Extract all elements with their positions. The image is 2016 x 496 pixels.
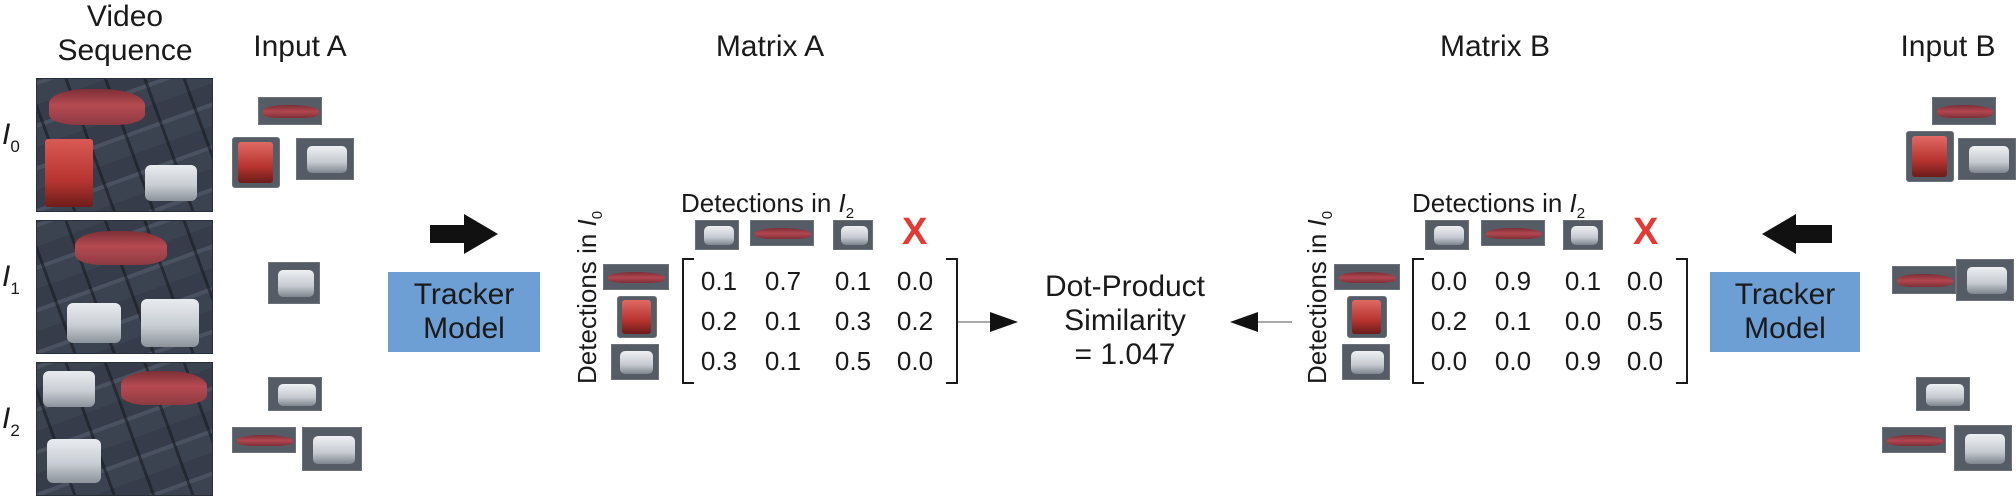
matrix-a-row-crop — [617, 296, 657, 338]
matrix-a: 0.1 0.7 0.1 0.0 0.2 0.1 0.3 0.2 0.3 0.1 … — [682, 258, 958, 384]
matrix-cell: 0.9 — [1478, 262, 1548, 300]
matrix-cell: 0.9 — [1548, 342, 1618, 380]
matrix-a-row-crop — [603, 264, 669, 290]
matrix-cell: 0.1 — [1478, 302, 1548, 340]
matrix-b-col-crop — [1425, 220, 1469, 250]
matrix-a-col-crop — [695, 220, 739, 250]
matrix-cell: 0.0 — [880, 342, 950, 380]
matrix-b-col-crop — [1481, 220, 1545, 246]
similarity-result: Dot-Product Similarity = 1.047 — [1020, 270, 1230, 372]
matrix-cell: 0.0 — [880, 262, 950, 300]
matrix-b: 0.0 0.9 0.1 0.0 0.2 0.1 0.0 0.5 0.0 0.0 … — [1412, 258, 1688, 384]
matrix-cell: 0.0 — [1548, 302, 1618, 340]
matrix-cell: 0.1 — [748, 342, 818, 380]
matrix-cell: 0.7 — [748, 262, 818, 300]
matrix-a-x-mark: X — [902, 213, 927, 251]
matrix-a-row: 0.2 0.1 0.3 0.2 — [682, 302, 958, 340]
matrix-a-row: 0.1 0.7 0.1 0.0 — [682, 262, 958, 300]
matrix-cell: 0.5 — [1610, 302, 1680, 340]
matrix-cell: 0.3 — [684, 342, 754, 380]
arrow-input-a-to-tracker — [430, 214, 498, 254]
matrix-a-row: 0.3 0.1 0.5 0.0 — [682, 342, 958, 380]
matrix-cell: 0.1 — [748, 302, 818, 340]
matrix-b-col-axis-label: Detections in I2 — [1412, 188, 1585, 222]
similarity-line-1: Dot-Product — [1020, 270, 1230, 304]
matrix-cell: 0.5 — [818, 342, 888, 380]
matrix-cell: 0.1 — [1548, 262, 1618, 300]
matrix-b-x-mark: X — [1633, 213, 1658, 251]
arrow-input-b-to-tracker — [1762, 214, 1832, 254]
matrix-b-row-crop — [1334, 264, 1400, 290]
matrix-b-row-crop — [1347, 296, 1387, 338]
matrix-a-row-crop — [611, 344, 659, 380]
matrix-cell: 0.0 — [1414, 262, 1484, 300]
matrix-b-row: 0.0 0.0 0.9 0.0 — [1412, 342, 1688, 380]
matrix-b-row: 0.0 0.9 0.1 0.0 — [1412, 262, 1688, 300]
matrix-a-col-crop — [833, 220, 873, 250]
arrow-matrix-b-to-similarity — [1230, 312, 1292, 332]
arrow-matrix-a-to-similarity — [958, 312, 1018, 332]
matrix-cell: 0.0 — [1478, 342, 1548, 380]
matrix-a-col-axis-label: Detections in I2 — [681, 188, 854, 222]
matrix-cell: 0.0 — [1610, 342, 1680, 380]
matrix-cell: 0.3 — [818, 302, 888, 340]
matrix-b-col-crop — [1563, 220, 1603, 250]
matrix-b-row: 0.2 0.1 0.0 0.5 — [1412, 302, 1688, 340]
matrix-cell: 0.1 — [684, 262, 754, 300]
similarity-value: = 1.047 — [1020, 338, 1230, 372]
matrix-a-col-crop — [750, 220, 814, 246]
matrix-b-row-axis-label: Detections in I0 — [1302, 211, 1336, 384]
matrix-a-row-axis-label: Detections in I0 — [572, 211, 606, 384]
matrix-b-row-crop — [1342, 344, 1390, 380]
matrix-cell: 0.2 — [684, 302, 754, 340]
matrix-cell: 0.2 — [1414, 302, 1484, 340]
similarity-line-2: Similarity — [1020, 304, 1230, 338]
matrix-cell: 0.0 — [1414, 342, 1484, 380]
matrix-cell: 0.1 — [818, 262, 888, 300]
matrix-cell: 0.0 — [1610, 262, 1680, 300]
matrix-cell: 0.2 — [880, 302, 950, 340]
